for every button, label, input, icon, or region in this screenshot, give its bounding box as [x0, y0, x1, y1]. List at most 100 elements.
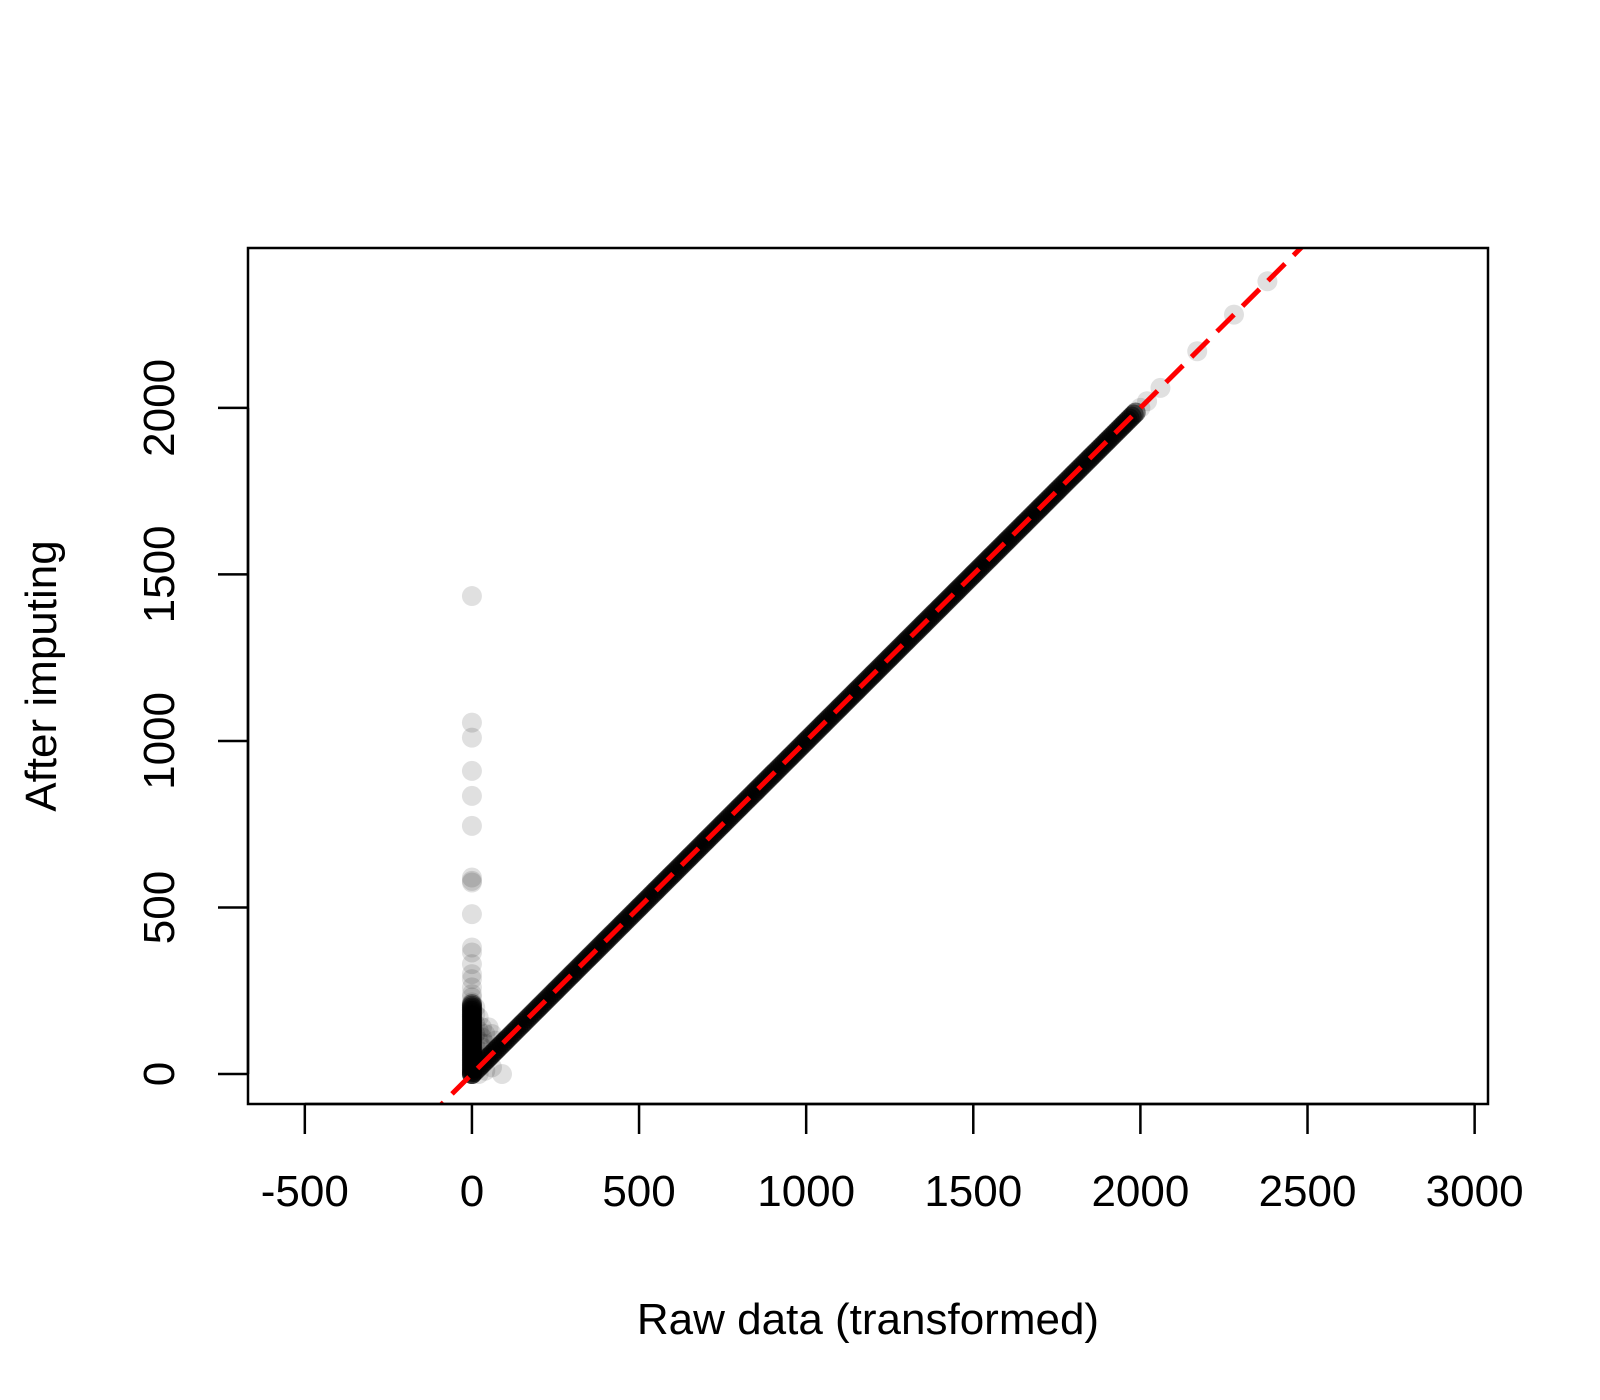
data-point: [461, 1032, 482, 1053]
data-point: [461, 999, 482, 1020]
data-point: [461, 1059, 482, 1080]
x-tick-label: 0: [460, 1167, 484, 1216]
data-point: [461, 1020, 482, 1041]
y-tick-label: 500: [135, 871, 184, 944]
y-tick-label: 1500: [135, 525, 184, 623]
data-point: [461, 904, 482, 925]
x-tick-label: 2500: [1259, 1167, 1357, 1216]
data-point: [468, 1030, 489, 1051]
data-point: [468, 1020, 489, 1041]
data-point: [461, 1037, 482, 1058]
data-point: [461, 994, 482, 1015]
data-point: [461, 1037, 482, 1058]
data-point: [461, 1007, 482, 1028]
x-axis: -500 0 500 1000 1500 2000 2500 3000: [261, 1102, 1524, 1216]
x-axis-title: Raw data (transformed): [637, 1295, 1099, 1344]
data-point: [461, 815, 482, 836]
data-point: [465, 997, 486, 1018]
data-point: [461, 1025, 482, 1046]
data-point: [461, 1030, 482, 1051]
x-tick-label: 2000: [1091, 1167, 1189, 1216]
data-point: [461, 1004, 482, 1025]
data-point: [461, 1015, 482, 1036]
data-point: [461, 1045, 482, 1066]
data-point: [461, 1039, 482, 1060]
data-point: [461, 1044, 482, 1065]
data-point: [461, 1019, 482, 1040]
data-point: [468, 1007, 489, 1028]
data-point: [461, 1000, 482, 1021]
x-tick-label: 1500: [924, 1167, 1022, 1216]
y-tick-label: 1000: [135, 692, 184, 790]
data-point: [461, 1000, 482, 1021]
y-axis: 0 500 1000 1500 2000: [135, 359, 250, 1086]
data-point: [461, 1035, 482, 1056]
data-point: [465, 1004, 486, 1025]
data-point: [461, 1005, 482, 1026]
y-axis-title: After imputing: [17, 540, 66, 811]
data-point: [461, 997, 482, 1018]
data-point: [471, 1027, 492, 1048]
data-point: [461, 785, 482, 806]
reference-line: [438, 248, 1305, 1104]
data-point: [461, 1014, 482, 1035]
x-tick-label: 500: [602, 1167, 675, 1216]
data-point: [461, 1027, 482, 1048]
data-point: [461, 1022, 482, 1043]
data-point: [461, 1004, 482, 1025]
data-point: [461, 1024, 482, 1045]
y-tick-label: 0: [135, 1062, 184, 1086]
data-point: [461, 937, 482, 958]
data-point: [461, 1020, 482, 1041]
data-point: [461, 1049, 482, 1070]
data-point: [461, 867, 482, 888]
data-point: [461, 1057, 482, 1078]
data-point: [461, 984, 482, 1005]
data-point: [461, 954, 482, 975]
data-point: [461, 977, 482, 998]
data-point: [461, 1029, 482, 1050]
data-point: [471, 1017, 492, 1038]
data-point: [461, 1040, 482, 1061]
data-point: [461, 1054, 482, 1075]
data-point: [461, 760, 482, 781]
data-point: [492, 1064, 513, 1085]
data-point: [461, 1047, 482, 1068]
x-tick-label: 3000: [1426, 1167, 1524, 1216]
data-point: [461, 1042, 482, 1063]
data-point: [461, 586, 482, 607]
data-point: [461, 987, 482, 1008]
data-point: [461, 997, 482, 1018]
x-tick-label: -500: [261, 1167, 349, 1216]
data-point: [461, 870, 482, 891]
data-point: [461, 964, 482, 985]
data-point: [461, 1034, 482, 1055]
x-tick-label: 1000: [757, 1167, 855, 1216]
data-point: [461, 1002, 482, 1023]
data-point: [461, 995, 482, 1016]
data-point: [465, 1014, 486, 1035]
data-point: [475, 1024, 496, 1045]
data-point: [461, 1030, 482, 1051]
data-point: [461, 1014, 482, 1035]
data-point: [465, 1024, 486, 1045]
data-point: [461, 1024, 482, 1045]
data-point: [461, 727, 482, 748]
data-point: [461, 942, 482, 963]
data-point: [461, 1034, 482, 1055]
data-point: [461, 1027, 482, 1048]
y-tick-label: 2000: [135, 359, 184, 457]
data-point: [461, 1017, 482, 1038]
data-point: [461, 1007, 482, 1028]
data-point: [461, 969, 482, 990]
data-point: [465, 1034, 486, 1055]
data-point: [461, 712, 482, 733]
data-point: [461, 872, 482, 893]
data-point: [461, 1055, 482, 1076]
data-point: [461, 1012, 482, 1033]
data-point: [461, 1009, 482, 1030]
data-point: [478, 1017, 499, 1038]
data-point: [461, 1017, 482, 1038]
data-point: [461, 1010, 482, 1031]
